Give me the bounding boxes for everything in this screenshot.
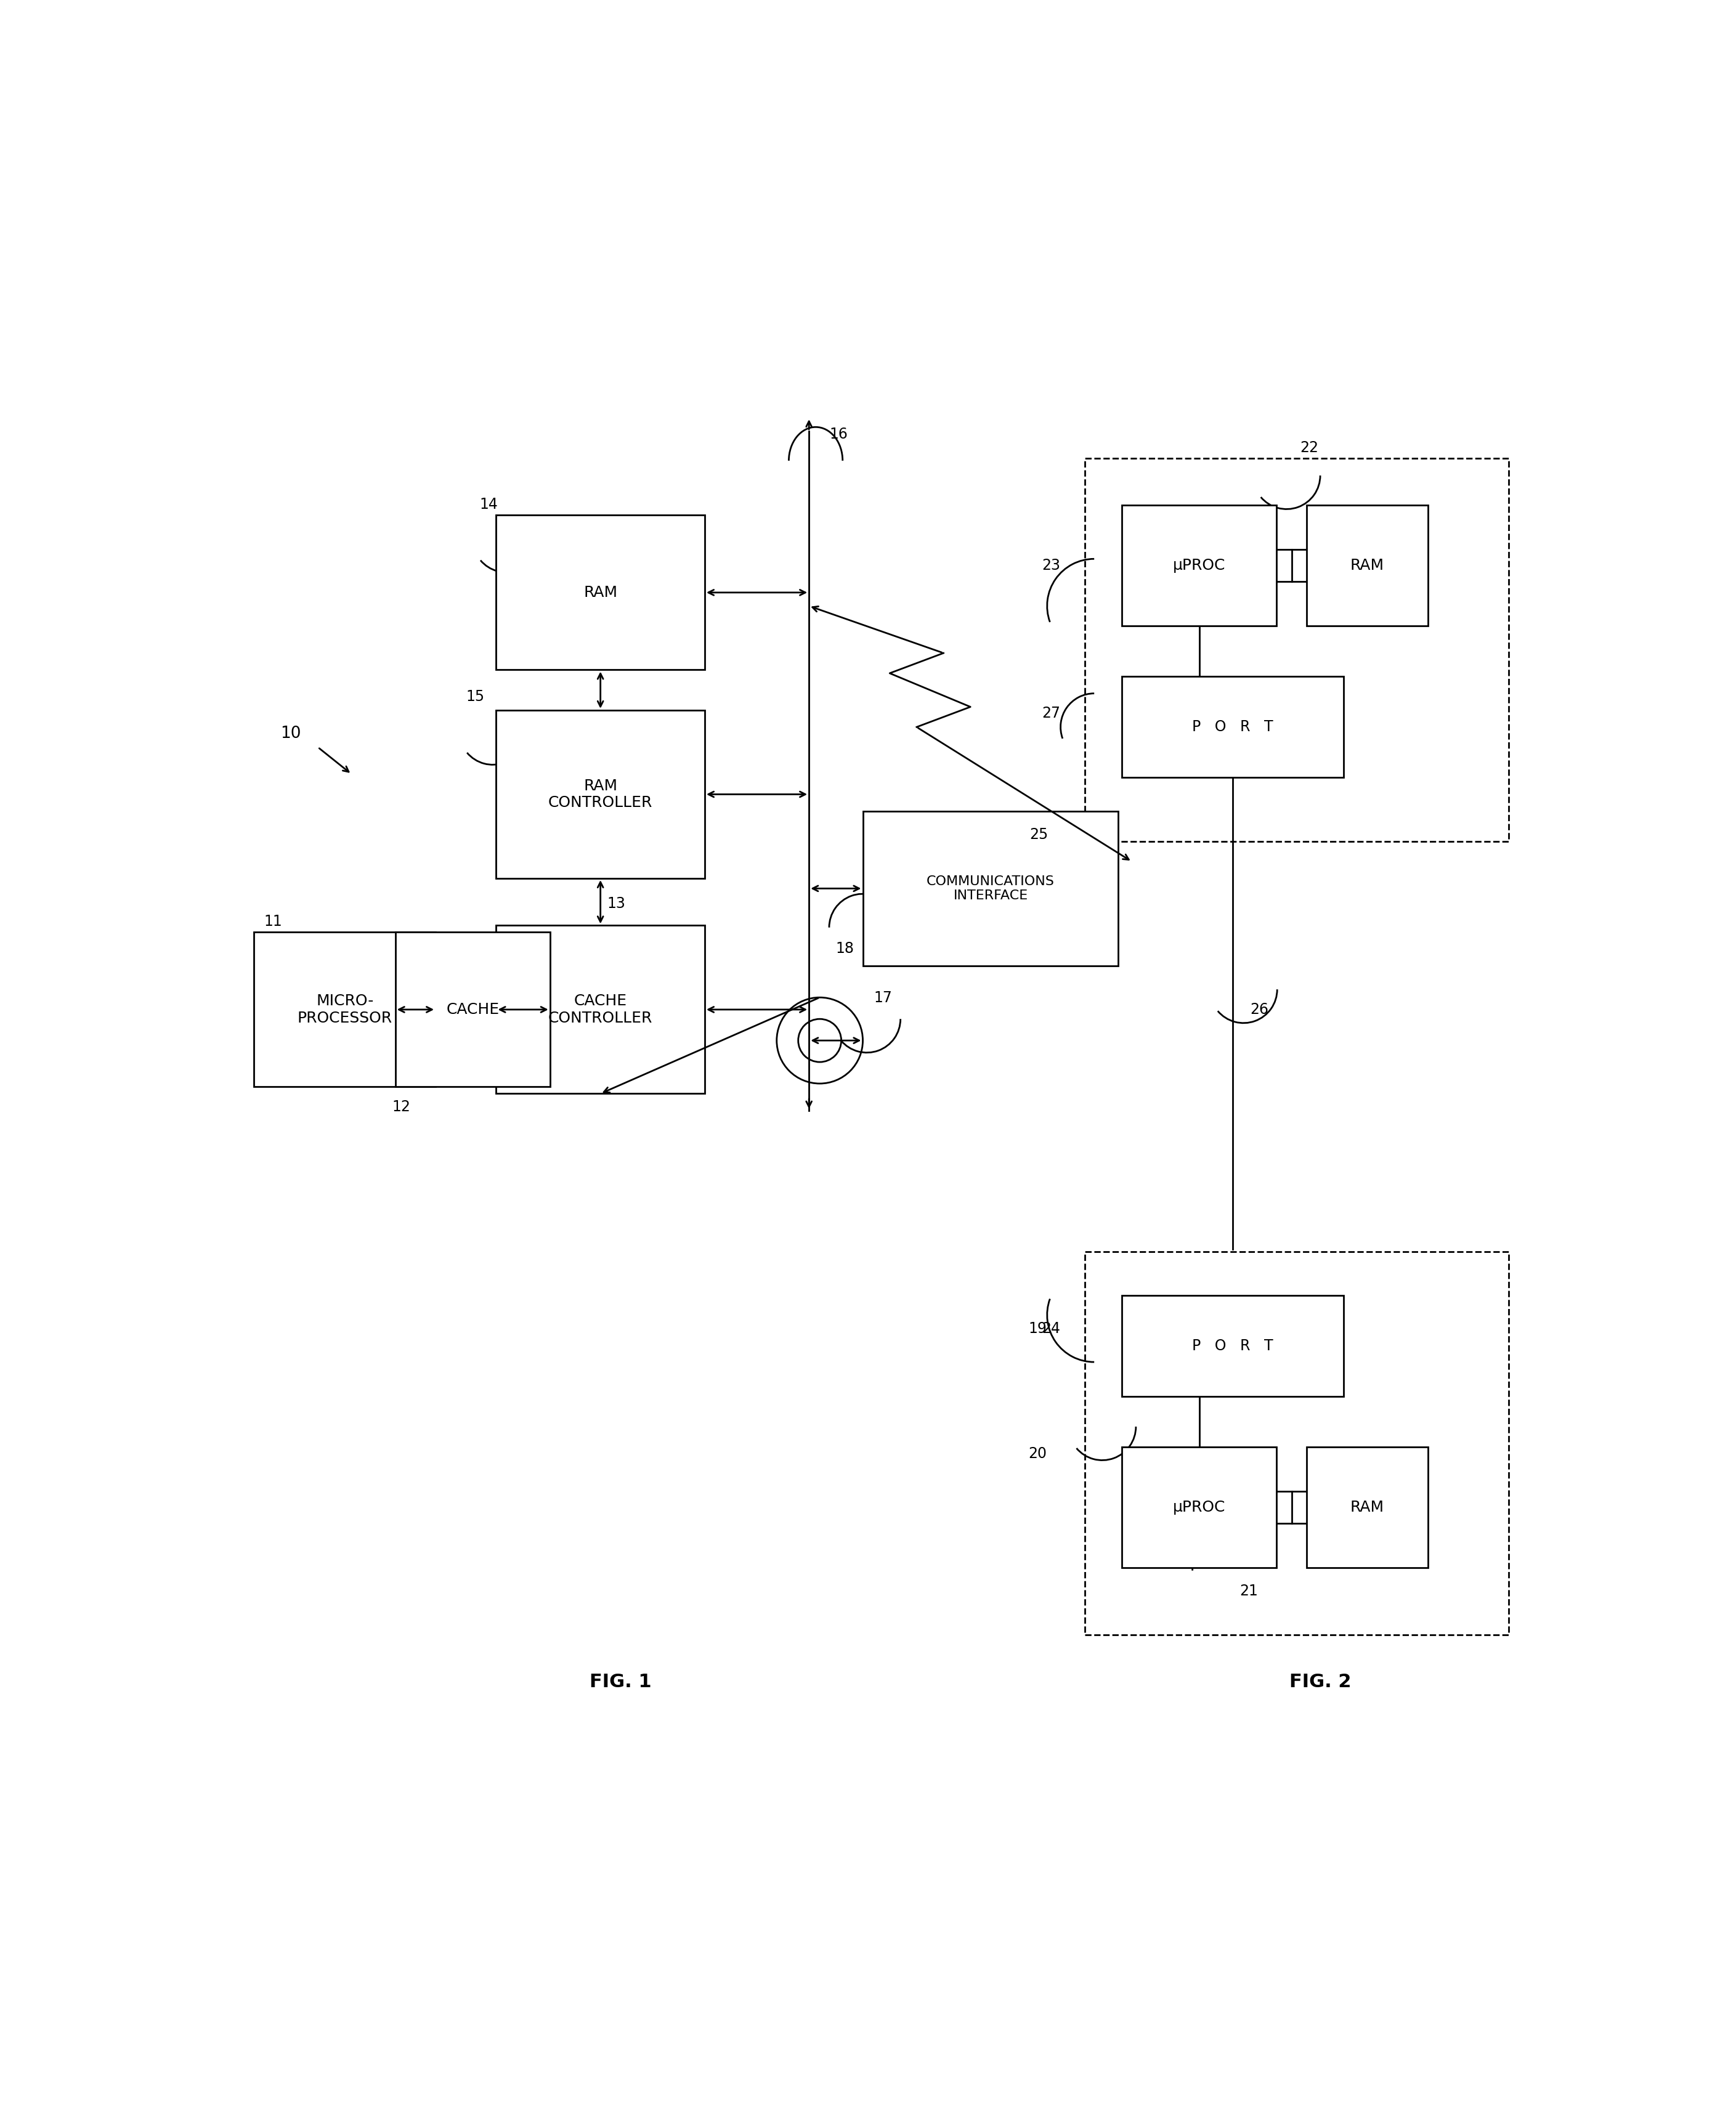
Text: μPROC: μPROC <box>1174 1500 1226 1515</box>
Text: 25: 25 <box>1029 826 1049 841</box>
Text: 22: 22 <box>1300 441 1319 456</box>
Text: 12: 12 <box>392 1100 410 1115</box>
FancyBboxPatch shape <box>1121 676 1344 778</box>
FancyBboxPatch shape <box>496 710 705 879</box>
FancyBboxPatch shape <box>1085 458 1509 841</box>
FancyBboxPatch shape <box>396 932 550 1087</box>
FancyBboxPatch shape <box>496 926 705 1093</box>
Text: 15: 15 <box>465 689 484 704</box>
Text: RAM: RAM <box>1351 1500 1384 1515</box>
Text: 21: 21 <box>1240 1585 1259 1598</box>
Text: 16: 16 <box>830 428 847 443</box>
FancyBboxPatch shape <box>1085 1252 1509 1636</box>
Text: P   O   R   T: P O R T <box>1193 1339 1272 1354</box>
Text: 27: 27 <box>1042 706 1061 720</box>
Text: 19: 19 <box>1028 1320 1047 1335</box>
Text: 18: 18 <box>837 941 854 956</box>
Text: CACHE: CACHE <box>446 1002 500 1017</box>
FancyBboxPatch shape <box>1307 504 1429 625</box>
Text: P   O   R   T: P O R T <box>1193 720 1272 735</box>
Text: COMMUNICATIONS
INTERFACE: COMMUNICATIONS INTERFACE <box>927 875 1055 903</box>
Text: 10: 10 <box>281 727 302 742</box>
FancyBboxPatch shape <box>253 932 436 1087</box>
Text: 11: 11 <box>264 913 283 928</box>
Text: RAM: RAM <box>583 585 618 600</box>
FancyBboxPatch shape <box>1121 504 1276 625</box>
FancyBboxPatch shape <box>1307 1447 1429 1568</box>
Text: 17: 17 <box>873 992 892 1007</box>
Text: 24: 24 <box>1042 1320 1061 1335</box>
Text: RAM: RAM <box>1351 557 1384 572</box>
Text: CACHE
CONTROLLER: CACHE CONTROLLER <box>549 994 653 1026</box>
Text: FIG. 1: FIG. 1 <box>590 1674 651 1691</box>
Text: 14: 14 <box>479 498 498 513</box>
Text: RAM
CONTROLLER: RAM CONTROLLER <box>549 778 653 809</box>
FancyBboxPatch shape <box>496 515 705 670</box>
Text: FIG. 2: FIG. 2 <box>1290 1674 1351 1691</box>
Text: 20: 20 <box>1028 1445 1047 1460</box>
FancyBboxPatch shape <box>1121 1295 1344 1396</box>
Text: μPROC: μPROC <box>1174 557 1226 572</box>
FancyBboxPatch shape <box>1121 1447 1276 1568</box>
Text: 26: 26 <box>1250 1002 1269 1017</box>
FancyBboxPatch shape <box>863 812 1118 966</box>
Text: 13: 13 <box>608 896 625 911</box>
Text: 23: 23 <box>1042 557 1061 572</box>
Text: MICRO-
PROCESSOR: MICRO- PROCESSOR <box>297 994 392 1026</box>
